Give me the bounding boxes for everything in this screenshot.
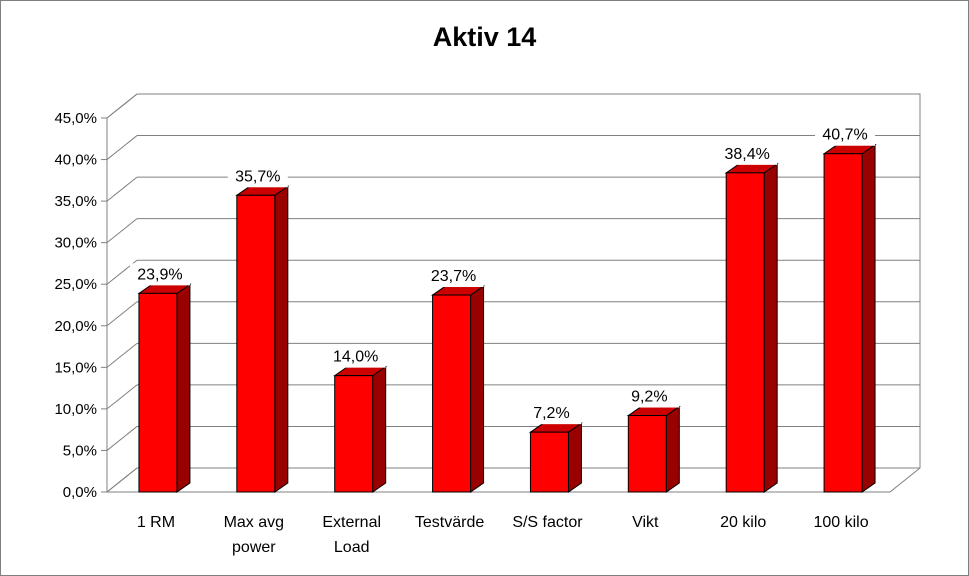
data-label: 7,2% <box>533 405 569 422</box>
x-tick-label: S/S factor <box>512 514 583 531</box>
gridline-depth <box>106 301 138 327</box>
x-tick-label: 20 kilo <box>720 514 766 531</box>
bar <box>627 415 667 493</box>
y-tick-label: 30,0% <box>54 235 97 252</box>
gridline-depth <box>106 218 138 244</box>
y-tick-label: 40,0% <box>54 152 97 169</box>
bar-side <box>861 143 876 493</box>
data-label-box <box>423 265 484 288</box>
data-label: 38,4% <box>725 146 770 163</box>
data-label-box <box>325 345 386 368</box>
bar <box>725 172 765 493</box>
gridline-depth <box>106 135 138 160</box>
bar-side <box>763 162 778 493</box>
y-tick-label: 10,0% <box>54 401 97 418</box>
y-tick-label: 45,0% <box>54 110 97 127</box>
x-tick-label: Max avg <box>224 514 284 531</box>
y-tick-label: 5,0% <box>63 442 97 459</box>
gridline-depth <box>106 467 138 493</box>
y-tick-label: 35,0% <box>54 193 97 210</box>
y-tick-label: 25,0% <box>54 276 97 293</box>
bar-side <box>274 185 289 493</box>
bar <box>236 194 276 493</box>
x-tick-label: External <box>322 514 381 531</box>
gridline-depth <box>106 93 138 119</box>
x-tick-label: Vikt <box>632 514 659 531</box>
data-label: 23,7% <box>431 268 476 285</box>
bar <box>823 153 863 493</box>
x-tick-label: power <box>232 539 276 556</box>
y-tick-label: 20,0% <box>54 318 97 335</box>
bar <box>529 431 569 493</box>
bar-side <box>372 365 387 493</box>
data-label-box <box>129 263 190 286</box>
gridline-depth <box>106 426 138 451</box>
gridline-depth <box>106 342 138 368</box>
gridline-depth <box>106 176 138 202</box>
bar-side <box>665 405 680 493</box>
data-label-box <box>521 402 582 425</box>
data-label-box <box>227 165 288 188</box>
x-tick-label: 1 RM <box>137 514 175 531</box>
chart-title: Aktiv 14 <box>432 22 537 52</box>
y-tick-label: 15,0% <box>54 359 97 376</box>
data-label: 23,9% <box>137 266 182 283</box>
x-tick-label: Load <box>334 539 370 556</box>
y-tick-label: 0,0% <box>63 484 97 501</box>
bar <box>138 292 178 493</box>
data-label: 40,7% <box>822 127 867 144</box>
data-label-box <box>717 142 778 165</box>
bar-side <box>176 283 191 493</box>
gridline-depth <box>106 384 138 410</box>
bar <box>432 294 472 493</box>
x-tick-label: 100 kilo <box>813 514 868 531</box>
plot-walls <box>106 93 921 493</box>
data-label: 14,0% <box>333 349 378 366</box>
x-tick-label: Testvärde <box>415 514 484 531</box>
bar-side <box>470 285 485 493</box>
data-label-box <box>619 385 680 408</box>
data-label-box <box>815 123 876 146</box>
bar-side <box>567 422 582 493</box>
data-label: 35,7% <box>235 168 280 185</box>
data-label: 9,2% <box>631 389 667 406</box>
bar <box>334 375 374 493</box>
